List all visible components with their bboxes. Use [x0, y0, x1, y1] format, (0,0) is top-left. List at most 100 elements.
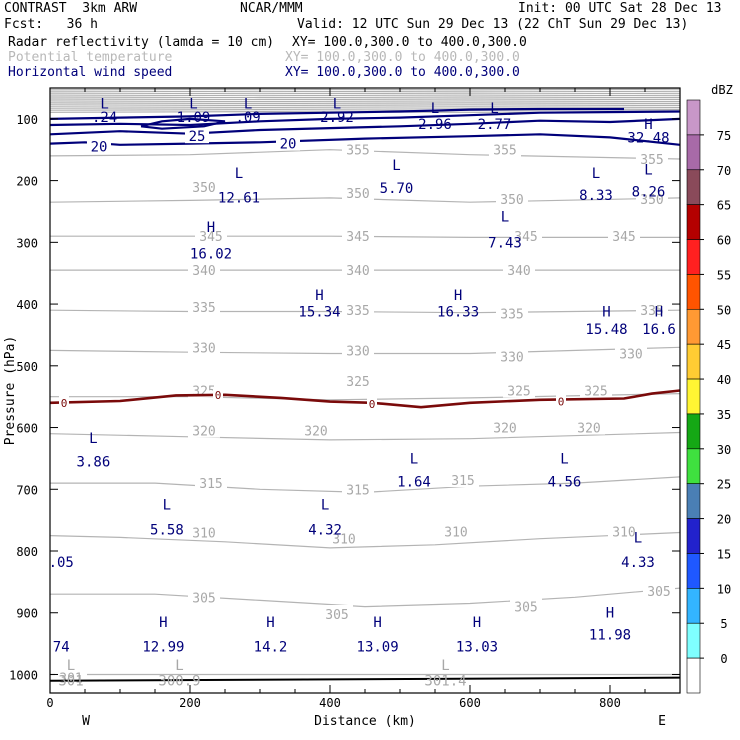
- theta-label-bg: [300, 421, 332, 438]
- extremum-value: 16.6: [642, 322, 676, 338]
- theta-label-bg: [195, 474, 227, 491]
- surface-theta-value: 301: [58, 674, 83, 690]
- theta-label-340: 340: [346, 264, 369, 279]
- field-xy-reflectivity: XY= 100.0,300.0 to 400.0,300.0: [292, 35, 527, 50]
- extremum-value: 4.33: [621, 555, 655, 571]
- field-label-wind: Horizontal wind speed: [8, 65, 173, 80]
- extremum-letter: H: [644, 117, 652, 133]
- theta-upper-contour: [50, 104, 680, 107]
- theta-upper-contour: [50, 100, 680, 103]
- extremum-value: 4.32: [308, 522, 342, 538]
- theta-label-bg: [503, 261, 535, 278]
- theta-label-350: 350: [500, 193, 523, 208]
- extremum-letter: H: [315, 288, 323, 304]
- extremum-value: 16.33: [437, 304, 479, 320]
- theta-contour-320: [50, 431, 680, 441]
- extremum-letter: H: [159, 615, 167, 631]
- theta-label-335: 335: [346, 304, 369, 319]
- theta-label-325: 325: [346, 375, 369, 390]
- wind-contour-30b: [140, 117, 226, 130]
- extremum-letter: L: [189, 96, 197, 112]
- extremum-value: 5.70: [380, 181, 414, 197]
- theta-label-bg: [447, 471, 479, 488]
- theta-label-320: 320: [304, 425, 327, 440]
- terrain-surface: [50, 676, 680, 682]
- theta-label-bg: [496, 304, 528, 321]
- theta-contour-350: [50, 197, 680, 203]
- extremum-letter: L: [333, 96, 341, 112]
- theta-label-bg: [188, 298, 220, 315]
- colorbar-swatch: [686, 134, 701, 171]
- freezing-label-bg: [59, 395, 69, 408]
- theta-label-bg: [608, 227, 640, 244]
- freezing-label: 0: [61, 397, 68, 410]
- colorbar-swatch: [686, 413, 701, 450]
- theta-upper-contour: [50, 96, 680, 99]
- colorbar-label: 5: [720, 617, 727, 631]
- theta-contour-325: [50, 393, 680, 401]
- freezing-label-bg: [556, 394, 566, 407]
- extremum-value: 14.2: [254, 640, 288, 656]
- theta-label-bg: [643, 582, 675, 599]
- extremum-letter: L: [634, 530, 642, 546]
- colorbar-label: 0: [720, 652, 727, 666]
- extremum-letter: L: [244, 96, 252, 112]
- extremum-value: .74: [44, 640, 69, 656]
- extremum-value: 5.58: [150, 522, 184, 538]
- field-label-reflectivity: Radar reflectivity (lamda = 10 cm): [8, 35, 275, 50]
- y-tick-label: 800: [16, 545, 38, 559]
- field-xy-wind: XY= 100.0,300.0 to 400.0,300.0: [285, 65, 520, 80]
- theta-label-335: 335: [192, 301, 215, 316]
- colorbar-swatch: [686, 169, 701, 205]
- wind-contour-35: [50, 107, 624, 120]
- theta-label-bg: [188, 588, 220, 605]
- east-label: E: [658, 714, 666, 729]
- plot-area: 301 305 305 305 305 310 310 310 310 315 315 315 320 3…: [3, 87, 681, 729]
- colorbar-label: 60: [717, 234, 731, 248]
- colorbar-swatch: [686, 518, 701, 554]
- theta-label-325: 325: [507, 385, 530, 400]
- wind-label-20: 20: [280, 137, 297, 153]
- colorbar-label: 40: [717, 373, 731, 387]
- colorbar-label: 25: [717, 478, 731, 492]
- extremum-value: 12.99: [142, 640, 184, 656]
- extremum-letter: L: [431, 101, 439, 117]
- extremum-letter: L: [321, 498, 329, 514]
- theta-label-bg: [608, 522, 640, 539]
- extremum-letter: H: [655, 304, 663, 320]
- extremum-value: 8.33: [579, 188, 613, 204]
- theta-label-bg: [188, 523, 220, 540]
- extremum-letter: H: [606, 606, 614, 622]
- extremum-value: 12.61: [218, 190, 260, 206]
- extremum-letter: H: [266, 615, 274, 631]
- extremum-letter: L: [410, 451, 418, 467]
- theta-label-bg: [496, 190, 528, 207]
- theta-label-bg: [510, 227, 542, 244]
- colorbar-swatch: [686, 99, 701, 136]
- x-axis-label: Distance (km): [314, 714, 416, 729]
- theta-label-345: 345: [346, 230, 369, 245]
- extremum-value: 15.34: [298, 304, 340, 320]
- extremum-letter: L: [163, 498, 171, 514]
- extremum-value: 2.77: [478, 117, 512, 133]
- theta-label-bg: [636, 301, 668, 318]
- x-tick-label: 0: [46, 696, 53, 710]
- field-label-theta: Potential temperature: [8, 50, 173, 65]
- theta-label-355: 355: [640, 153, 663, 168]
- theta-label-315: 315: [451, 474, 474, 489]
- theta-label-310: 310: [332, 533, 355, 548]
- theta-label-bg: [328, 529, 360, 546]
- colorbar-swatch: [686, 274, 701, 310]
- theta-label-335: 335: [500, 307, 523, 322]
- theta-label-330: 330: [500, 351, 523, 366]
- surface-theta-value: 300.9: [158, 674, 200, 690]
- extremum-letter: L: [100, 96, 108, 112]
- organization: NCAR/MMM: [240, 1, 303, 16]
- colorbar-swatch: [686, 657, 701, 694]
- theta-label-301: 301: [59, 672, 82, 687]
- theta-label-bg: [440, 522, 472, 539]
- extremum-value: 13.09: [357, 640, 399, 656]
- theta-upper-contour: [50, 94, 680, 97]
- y-tick-label: 100: [16, 113, 38, 127]
- theta-label-bg: [321, 604, 353, 621]
